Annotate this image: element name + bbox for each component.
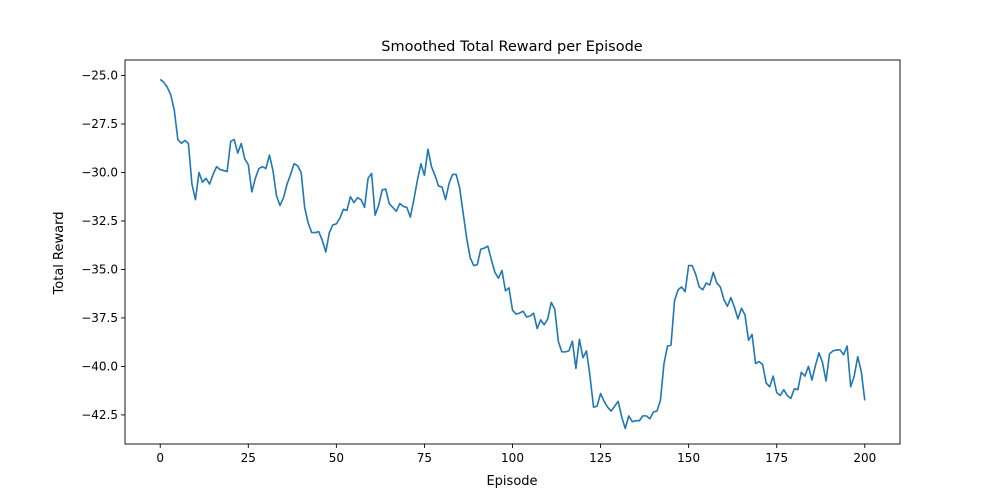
chart-title: Smoothed Total Reward per Episode: [381, 39, 642, 55]
x-tick-label: 50: [329, 451, 344, 465]
y-tick-label: −40.0: [81, 359, 118, 373]
x-tick-label: 0: [156, 451, 164, 465]
x-tick-label: 125: [589, 451, 612, 465]
series-line-0: [159, 78, 866, 430]
x-tick-label: 150: [677, 451, 700, 465]
y-tick-label: −27.5: [81, 117, 118, 131]
y-tick-label: −42.5: [81, 408, 118, 422]
y-axis-label: Total Reward: [52, 212, 67, 296]
x-tick-label: 175: [765, 451, 788, 465]
y-tick-label: −30.0: [81, 165, 118, 179]
plot-area: 0 25 50 75 100 125 150 175 200 −25.0 −27.5 −30.0 −32…: [81, 59, 901, 465]
x-axis-label: Episode: [486, 474, 537, 489]
y-tick-label: −32.5: [81, 214, 118, 228]
y-tick-label: −25.0: [81, 69, 118, 83]
x-tick-label: 200: [853, 451, 876, 465]
x-tick-label: 100: [501, 451, 524, 465]
y-tick-label: −37.5: [81, 311, 118, 325]
x-tick-label: 25: [241, 451, 256, 465]
y-tick-label: −35.0: [81, 262, 118, 276]
x-tick-label: 75: [417, 451, 432, 465]
